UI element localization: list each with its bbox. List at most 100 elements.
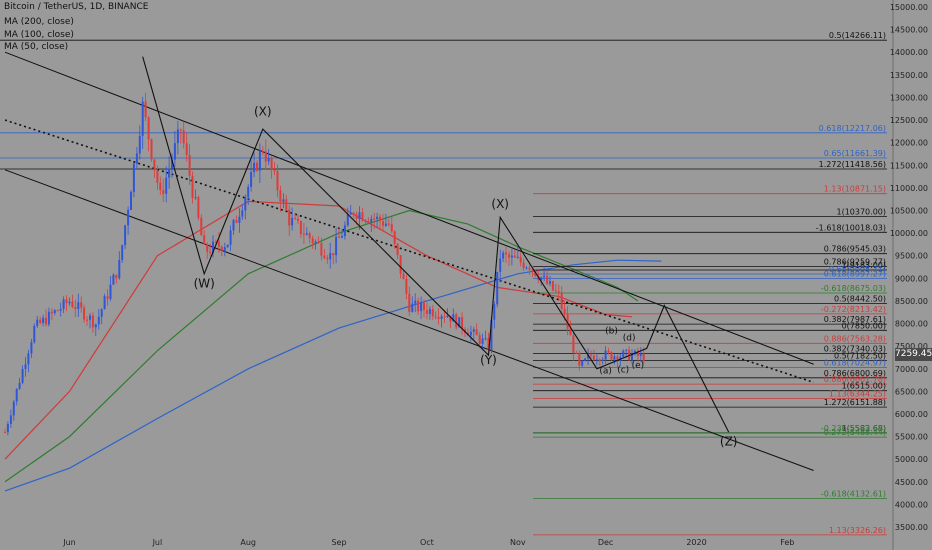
candle-body xyxy=(176,129,179,144)
candle-body xyxy=(223,247,226,251)
candle-body xyxy=(598,359,601,361)
candle-body xyxy=(273,169,276,172)
candle-body xyxy=(636,350,639,356)
candle-body xyxy=(472,329,475,332)
price-tick-label: 12000.00 xyxy=(890,139,928,148)
fib-levels: 0.5(14266.11) 0.618(12217.06) 0.65(11661.3… xyxy=(0,31,887,536)
candle-body xyxy=(355,214,358,219)
candle-body xyxy=(320,242,323,256)
candle-body xyxy=(566,313,569,329)
candle-body xyxy=(276,171,279,191)
candle-body xyxy=(332,253,335,256)
candle-body xyxy=(200,217,203,236)
time-tick-label: Feb xyxy=(780,538,794,547)
candle-body xyxy=(510,255,513,258)
candle-body xyxy=(349,213,352,215)
price-tick-label: 10500.00 xyxy=(890,207,928,216)
price-tick-label: 14500.00 xyxy=(890,26,928,35)
indicator-ma100-label[interactable]: MA (100, close) xyxy=(4,30,74,40)
candle-body xyxy=(469,331,472,336)
candle-body xyxy=(379,216,381,222)
candle-body xyxy=(425,310,428,314)
wave-label: (c) xyxy=(617,365,629,375)
candle-body xyxy=(112,274,115,285)
wave-label: (Z) xyxy=(720,435,738,449)
candle-body xyxy=(100,309,103,317)
candle-body xyxy=(455,314,458,328)
candle-body xyxy=(299,221,302,234)
channel-line xyxy=(4,51,814,365)
candle-body xyxy=(297,218,299,221)
candle-body xyxy=(150,139,153,160)
candle-body xyxy=(135,153,138,164)
candle-body xyxy=(616,356,619,361)
fib-label: 1.13(3326.26) xyxy=(829,526,886,535)
candle-body xyxy=(338,236,340,238)
candle-body xyxy=(592,355,595,360)
candle-body xyxy=(229,230,232,245)
fib-label: 0.5(8442.50) xyxy=(834,295,886,304)
candle-body xyxy=(525,267,528,269)
candle-body xyxy=(291,218,294,226)
candle-body xyxy=(24,364,27,369)
wave-label: (W) xyxy=(194,276,215,290)
candle-body xyxy=(191,175,194,198)
fib-label: 1(5583.68) xyxy=(842,424,886,433)
candle-body xyxy=(282,199,285,202)
indicator-ma200-label[interactable]: MA (200, close) xyxy=(4,17,74,27)
ma-line-50 xyxy=(4,200,633,460)
fib-label: 0.786(6800.69) xyxy=(824,369,886,378)
candle-body xyxy=(311,238,314,244)
candle-body xyxy=(209,251,212,253)
candle-body xyxy=(162,190,165,194)
price-axis[interactable]: 3500.00 4000.00 4500.00 5000.00 5500.00 6000.… xyxy=(890,3,928,532)
price-tick-label: 8000.00 xyxy=(895,320,928,329)
time-tick-label: Jul xyxy=(152,538,163,547)
candle-body xyxy=(206,244,209,252)
candle-body xyxy=(253,162,256,172)
candle-body xyxy=(238,216,241,223)
price-tick-label: 8500.00 xyxy=(895,297,928,306)
candle-body xyxy=(106,296,109,299)
fib-label: 0.618(7024.97) xyxy=(824,359,886,368)
fib-label: 1(10370.00) xyxy=(836,207,886,216)
price-tick-label: 5500.00 xyxy=(895,433,928,442)
price-tick-label: 4500.00 xyxy=(895,478,928,487)
fib-label: -0.272(8213.42) xyxy=(821,305,886,314)
candle-body xyxy=(478,335,481,344)
candle-body xyxy=(382,221,384,226)
candle-body xyxy=(217,241,220,247)
candle-body xyxy=(314,241,317,244)
candle-body xyxy=(45,317,47,325)
time-axis[interactable]: Jun Jul Aug Sep Oct Nov Dec 2020 Feb xyxy=(62,538,794,547)
candle-body xyxy=(305,233,308,235)
candle-body xyxy=(302,234,305,235)
candle-body xyxy=(250,172,253,187)
candle-body xyxy=(80,302,83,308)
price-tick-label: 5000.00 xyxy=(895,455,928,464)
candle-body xyxy=(62,299,65,309)
candle-body xyxy=(642,353,645,362)
candle-body xyxy=(153,159,156,171)
candle-body xyxy=(182,130,185,144)
candle-body xyxy=(428,309,431,314)
candle-body xyxy=(502,252,505,259)
candle-body xyxy=(53,310,56,314)
candle-body xyxy=(147,117,150,140)
candle-body xyxy=(56,310,59,312)
candle-body xyxy=(461,317,464,330)
wave-label: (X) xyxy=(491,197,509,211)
candle-body xyxy=(572,335,575,353)
candle-body xyxy=(232,219,235,231)
candle-body xyxy=(12,401,15,416)
candle-body xyxy=(258,150,261,171)
candle-body xyxy=(443,316,446,318)
candle-body xyxy=(94,324,97,328)
candles xyxy=(4,92,645,436)
indicator-ma50-label[interactable]: MA (50, close) xyxy=(4,42,69,52)
candle-body xyxy=(628,349,631,361)
price-tick-label: 6000.00 xyxy=(895,410,928,419)
candle-body xyxy=(519,256,522,263)
